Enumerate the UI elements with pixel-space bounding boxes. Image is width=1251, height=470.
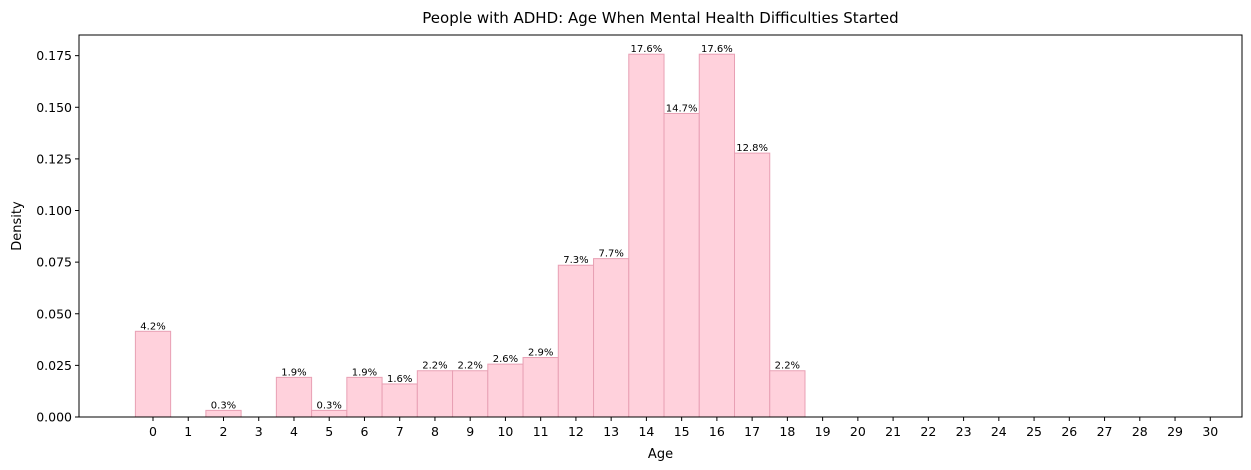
x-tick-label-5: 5 [325,424,333,439]
x-tick-label-19: 19 [815,424,831,439]
bar-label-age-14: 17.6% [631,44,663,55]
bar-age-14 [628,53,665,418]
x-tick-label-2: 2 [220,424,228,439]
bar-age-8 [416,370,454,418]
x-tick-label-24: 24 [991,424,1007,439]
chart-title: People with ADHD: Age When Mental Health… [422,9,898,27]
x-tick-label-11: 11 [533,424,549,439]
bar-age-15 [663,112,700,418]
bar-label-age-5: 0.3% [317,400,342,411]
bar-age-9 [452,370,489,418]
bar-age-16 [698,53,736,418]
bar-label-age-2: 0.3% [211,400,236,411]
x-tick-label-15: 15 [674,424,690,439]
plot-frame [78,34,1243,418]
bar-label-age-11: 2.9% [528,348,553,359]
x-tick-label-20: 20 [850,424,866,439]
bar-label-age-15: 14.7% [666,103,698,114]
bar-label-age-6: 1.9% [352,367,377,378]
x-tick-label-4: 4 [290,424,298,439]
x-tick-label-26: 26 [1061,424,1077,439]
x-tick-label-29: 29 [1167,424,1183,439]
bar-label-age-13: 7.7% [598,249,623,260]
y-tick-label-2: 0.050 [36,306,72,321]
x-tick-label-14: 14 [638,424,654,439]
bars-group [134,53,806,418]
x-tick-label-21: 21 [885,424,901,439]
y-tick-label-3: 0.075 [36,255,72,270]
x-tick-label-1: 1 [184,424,192,439]
bar-label-age-17: 12.8% [736,143,768,154]
x-tick-label-12: 12 [568,424,584,439]
y-tick-label-5: 0.125 [36,151,72,166]
y-axis-label: Density [10,201,25,251]
x-tick-label-0: 0 [149,424,157,439]
bar-label-age-7: 1.6% [387,374,412,385]
bar-age-10 [487,363,524,418]
bar-age-6 [346,376,383,418]
x-tick-label-9: 9 [466,424,474,439]
bar-label-age-4: 1.9% [281,367,306,378]
x-tick-label-30: 30 [1202,424,1218,439]
x-tick-label-27: 27 [1097,424,1113,439]
bar-age-7 [381,383,418,418]
bar-age-13 [593,258,630,418]
bar-label-age-9: 2.2% [457,361,482,372]
bar-label-age-12: 7.3% [563,255,588,266]
x-tick-label-13: 13 [603,424,619,439]
x-tick-label-25: 25 [1026,424,1042,439]
bar-age-17 [734,152,771,418]
x-tick-label-8: 8 [431,424,439,439]
x-tick-label-7: 7 [396,424,404,439]
bar-age-12 [557,264,595,418]
x-tick-label-18: 18 [779,424,795,439]
y-tick-label-1: 0.025 [36,358,72,373]
x-tick-label-17: 17 [744,424,760,439]
x-tick-label-3: 3 [255,424,263,439]
y-tick-label-7: 0.175 [36,48,72,63]
y-tick-label-4: 0.100 [36,203,72,218]
bar-label-age-8: 2.2% [422,361,447,372]
y-tick-label-0: 0.000 [36,410,72,425]
bar-age-0 [134,330,172,418]
bar-label-age-18: 2.2% [775,361,800,372]
x-tick-label-23: 23 [956,424,972,439]
x-tick-label-6: 6 [360,424,368,439]
bar-age-11 [522,357,559,418]
y-axis-ticks: 0.000 0.025 0.050 0.075 0.100 0.125 0.150 0.175 [36,48,79,425]
bar-label-age-0: 4.2% [140,321,165,332]
bar-label-age-16: 17.6% [701,44,733,55]
x-axis-label: Age [648,447,673,462]
x-tick-label-16: 16 [709,424,725,439]
x-tick-label-22: 22 [920,424,936,439]
bar-age-18 [769,370,806,418]
x-tick-label-10: 10 [497,424,513,439]
x-tick-label-28: 28 [1132,424,1148,439]
x-axis-ticks: 0 1 2 3 4 5 6 7 8 9 10 11 12 13 14 15 16 17 18 19 20 21 22 23 24… [149,417,1218,439]
bar-age-4 [275,376,313,418]
y-tick-label-6: 0.150 [36,100,72,115]
bar-labels-group: 4.2% 0.3% 1.9% 0.3% 1.9% 1.6% 2.2% 2.2% 2.6% 2.9%… [140,44,800,411]
bar-label-age-10: 2.6% [493,354,518,365]
